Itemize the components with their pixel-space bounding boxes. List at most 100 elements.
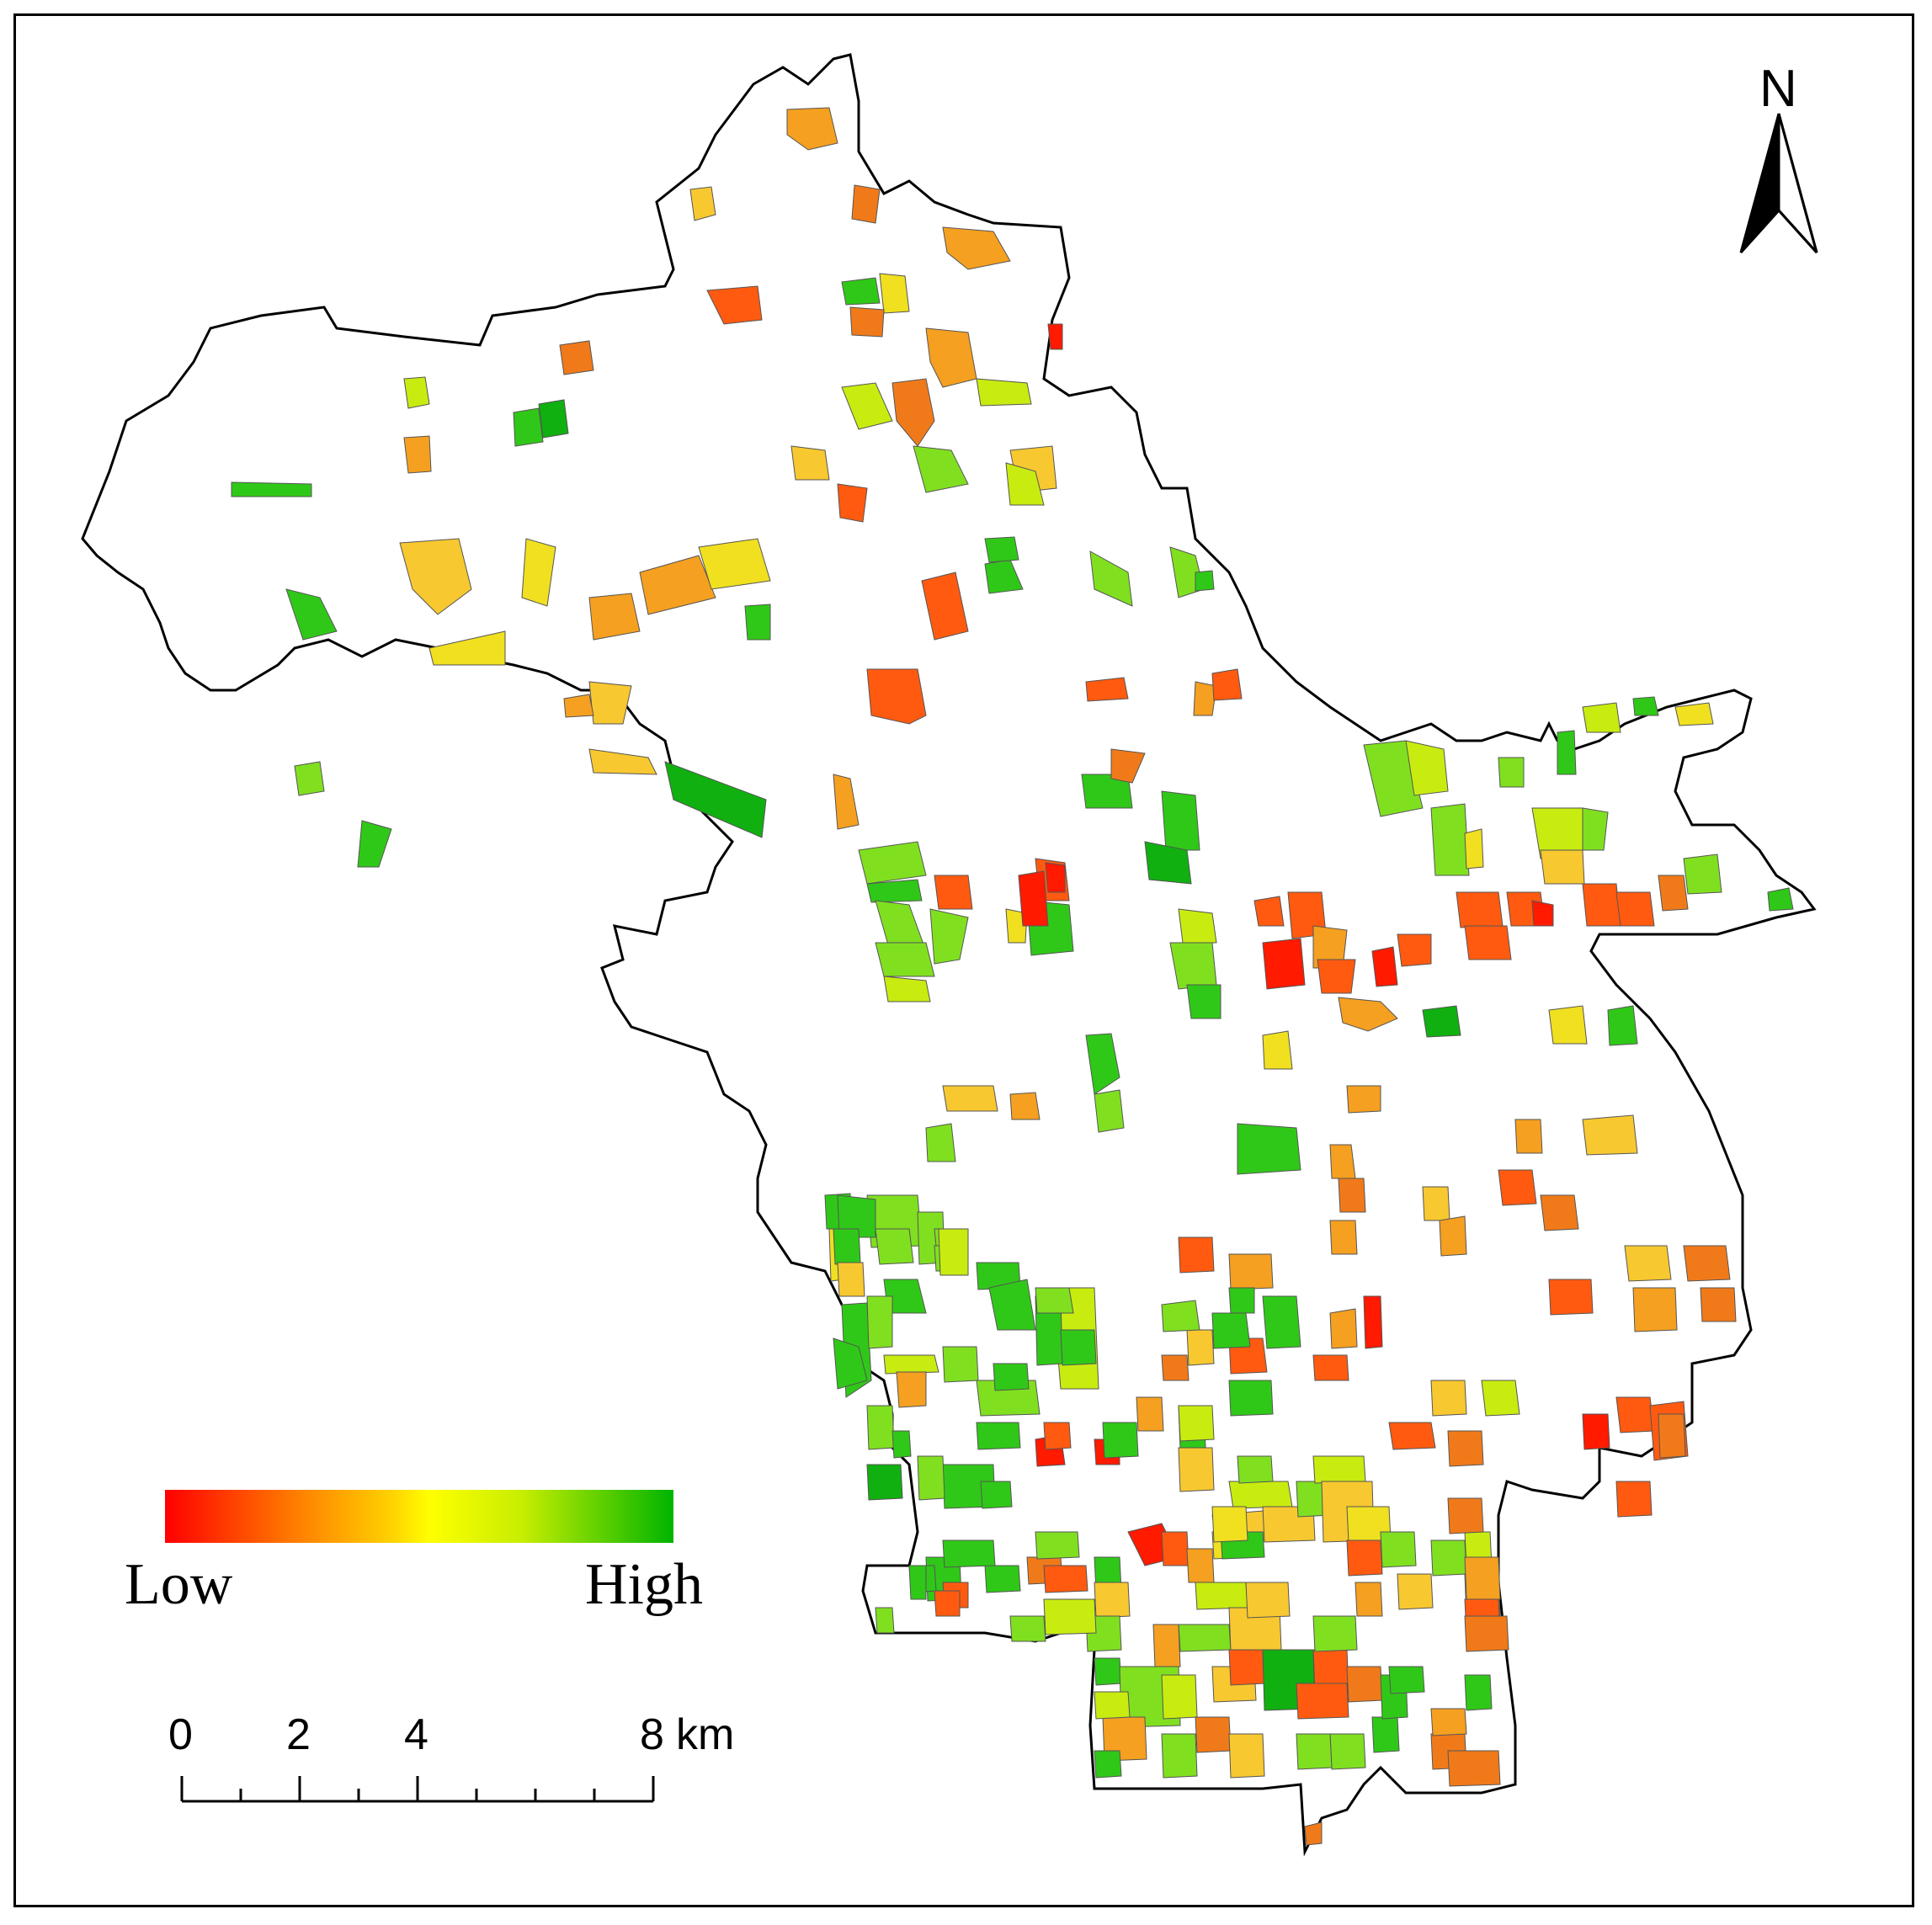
parcel xyxy=(538,399,569,439)
parcel xyxy=(1405,740,1449,796)
parcel xyxy=(1060,1329,1097,1366)
parcel xyxy=(1464,1615,1509,1652)
parcel xyxy=(891,1430,912,1459)
parcel xyxy=(698,538,771,590)
parcel xyxy=(1312,1354,1349,1381)
parcel xyxy=(786,107,838,151)
parcel xyxy=(744,604,771,641)
parcel xyxy=(841,382,893,430)
parcel xyxy=(1338,1178,1366,1213)
parcel xyxy=(1447,1750,1501,1787)
parcel xyxy=(1186,1329,1215,1366)
parcel xyxy=(837,1262,865,1297)
parcel xyxy=(984,1565,1021,1593)
parcel xyxy=(1152,1624,1181,1667)
parcel xyxy=(942,1539,996,1568)
parcel xyxy=(934,1590,961,1617)
parcel xyxy=(1540,849,1585,885)
parcel xyxy=(1430,1380,1467,1417)
scale-bar xyxy=(180,1776,655,1803)
parcel xyxy=(588,681,632,725)
parcel xyxy=(1430,803,1470,876)
parcel xyxy=(1615,1481,1653,1518)
parcel xyxy=(1498,757,1525,788)
parcel xyxy=(1371,946,1398,987)
parcel xyxy=(1178,1405,1215,1442)
parcel xyxy=(1548,1279,1594,1316)
parcel xyxy=(664,761,767,838)
parcel xyxy=(875,1607,895,1634)
parcel xyxy=(1624,1245,1672,1282)
parcel xyxy=(1346,1085,1381,1114)
parcel xyxy=(1035,1287,1074,1314)
parcel xyxy=(875,1228,914,1265)
parcel xyxy=(858,841,927,885)
parcel xyxy=(1045,862,1066,893)
parcel xyxy=(706,285,763,325)
parcel xyxy=(1422,1186,1450,1221)
legend-color-ramp xyxy=(165,1490,673,1543)
parcel xyxy=(1329,1733,1366,1770)
parcel xyxy=(1178,1447,1215,1492)
parcel xyxy=(1615,891,1655,927)
parcel xyxy=(1658,1413,1686,1459)
parcel xyxy=(1195,1716,1232,1753)
parcel xyxy=(403,435,432,474)
parcel xyxy=(1144,841,1192,885)
parcel xyxy=(513,407,544,447)
parcel xyxy=(1262,1030,1293,1070)
parcel xyxy=(1102,1422,1139,1459)
parcel xyxy=(913,445,969,493)
parcel xyxy=(1312,1455,1366,1484)
parcel xyxy=(875,942,935,977)
parcel xyxy=(1531,900,1554,927)
parcel xyxy=(976,1422,1021,1450)
scale-unit-label: km xyxy=(676,1710,735,1759)
parcel xyxy=(231,481,312,497)
parcel xyxy=(428,630,506,666)
parcel xyxy=(976,378,1032,407)
parcel xyxy=(403,376,430,409)
parcel xyxy=(1094,1089,1125,1133)
parcel xyxy=(1615,1396,1655,1433)
parcel xyxy=(689,186,716,221)
parcel xyxy=(1447,1430,1484,1467)
parcel xyxy=(559,340,594,375)
parcel xyxy=(1161,1300,1200,1332)
parcel xyxy=(1397,933,1432,967)
parcel xyxy=(1338,997,1398,1032)
parcel xyxy=(1346,1539,1383,1577)
parcel xyxy=(294,761,325,796)
parcel xyxy=(942,1085,998,1112)
parcel xyxy=(1397,1573,1434,1610)
parcel xyxy=(917,1455,945,1501)
parcel xyxy=(1211,668,1243,701)
parcel xyxy=(1422,1005,1461,1038)
parcel xyxy=(1085,1033,1120,1095)
north-arrow xyxy=(1739,113,1818,254)
parcel xyxy=(1380,1531,1417,1568)
parcel xyxy=(1296,1733,1333,1770)
parcel xyxy=(934,875,973,910)
parcel xyxy=(1582,702,1621,733)
parcel xyxy=(1094,1750,1122,1779)
parcel xyxy=(1262,1295,1301,1349)
parcel xyxy=(1447,1497,1484,1534)
parcel xyxy=(1253,896,1285,927)
parcel xyxy=(1245,1582,1291,1619)
parcel xyxy=(925,327,977,388)
parcel xyxy=(521,538,556,607)
parcel xyxy=(896,1371,927,1408)
parcel xyxy=(1228,1287,1255,1314)
parcel xyxy=(1178,908,1217,944)
parcel xyxy=(1363,1295,1383,1349)
parcel xyxy=(1043,1598,1097,1635)
parcel xyxy=(1329,1308,1358,1349)
parcel xyxy=(1161,1531,1190,1566)
parcel xyxy=(942,226,1011,270)
parcel xyxy=(837,1194,876,1238)
district-boundary xyxy=(81,53,1817,1857)
parcel xyxy=(891,378,935,447)
parcel xyxy=(988,1279,1036,1331)
scale-tick-label-2: 2 xyxy=(286,1710,311,1759)
